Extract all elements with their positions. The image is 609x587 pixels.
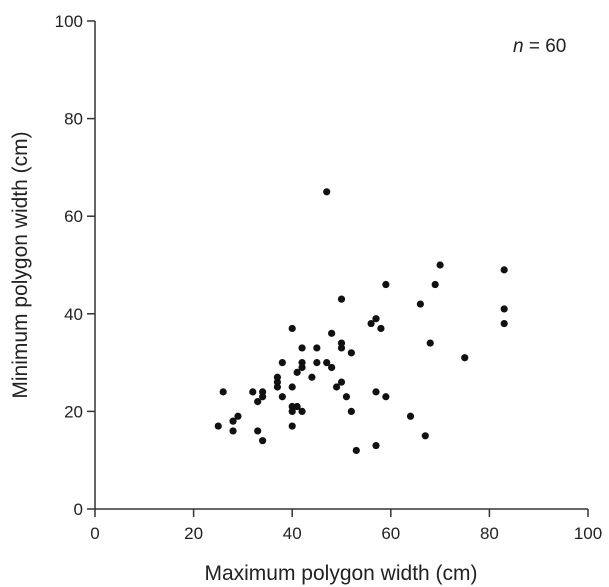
data-point	[298, 344, 305, 351]
data-point	[338, 344, 345, 351]
data-point	[348, 408, 355, 415]
axes	[95, 21, 588, 509]
data-point	[501, 305, 508, 312]
data-point	[313, 344, 320, 351]
data-point	[249, 388, 256, 395]
y-tick-label-40: 40	[64, 305, 83, 324]
y-tick-label-20: 20	[64, 402, 83, 421]
data-point	[298, 364, 305, 371]
x-tick-label-0: 0	[90, 524, 99, 543]
data-point	[432, 281, 439, 288]
data-point	[274, 374, 281, 381]
data-point	[323, 188, 330, 195]
data-point	[372, 442, 379, 449]
data-point	[417, 300, 424, 307]
data-point	[234, 413, 241, 420]
data-point	[353, 447, 360, 454]
y-tick-label-100: 100	[55, 12, 83, 31]
data-point	[298, 408, 305, 415]
data-point	[372, 315, 379, 322]
data-point	[501, 266, 508, 273]
data-point	[215, 422, 222, 429]
data-point	[328, 364, 335, 371]
data-point	[437, 261, 444, 268]
x-tick-label-60: 60	[381, 524, 400, 543]
sample-size-var: n	[513, 36, 524, 57]
data-point	[338, 379, 345, 386]
data-point	[372, 388, 379, 395]
data-point	[348, 349, 355, 356]
data-point	[501, 320, 508, 327]
x-tick-label-20: 20	[184, 524, 203, 543]
data-point	[220, 388, 227, 395]
sample-size-value: = 60	[524, 36, 567, 57]
ticks: 0 20 40 60 80 100 0 20 40 60 80 100	[55, 12, 603, 543]
data-points	[215, 188, 508, 454]
data-point	[407, 413, 414, 420]
data-point	[259, 388, 266, 395]
data-point	[289, 325, 296, 332]
x-axis-label: Maximum polygon width (cm)	[204, 562, 477, 585]
data-point	[279, 393, 286, 400]
data-point	[259, 437, 266, 444]
sample-size-annotation: n = 60	[513, 36, 566, 57]
y-tick-label-60: 60	[64, 207, 83, 226]
y-axis-label: Minimum polygon width (cm)	[9, 131, 32, 398]
data-point	[382, 393, 389, 400]
data-point	[338, 296, 345, 303]
data-point	[461, 354, 468, 361]
x-tick-label-40: 40	[283, 524, 302, 543]
data-point	[427, 339, 434, 346]
data-point	[422, 432, 429, 439]
data-point	[377, 325, 384, 332]
x-tick-label-80: 80	[480, 524, 499, 543]
y-tick-label-0: 0	[74, 500, 83, 519]
data-point	[289, 422, 296, 429]
y-tick-label-80: 80	[64, 110, 83, 129]
data-point	[308, 374, 315, 381]
data-point	[279, 359, 286, 366]
x-tick-label-100: 100	[574, 524, 602, 543]
data-point	[328, 330, 335, 337]
data-point	[313, 359, 320, 366]
data-point	[289, 383, 296, 390]
data-point	[343, 393, 350, 400]
data-point	[254, 427, 261, 434]
data-point	[229, 427, 236, 434]
data-point	[382, 281, 389, 288]
